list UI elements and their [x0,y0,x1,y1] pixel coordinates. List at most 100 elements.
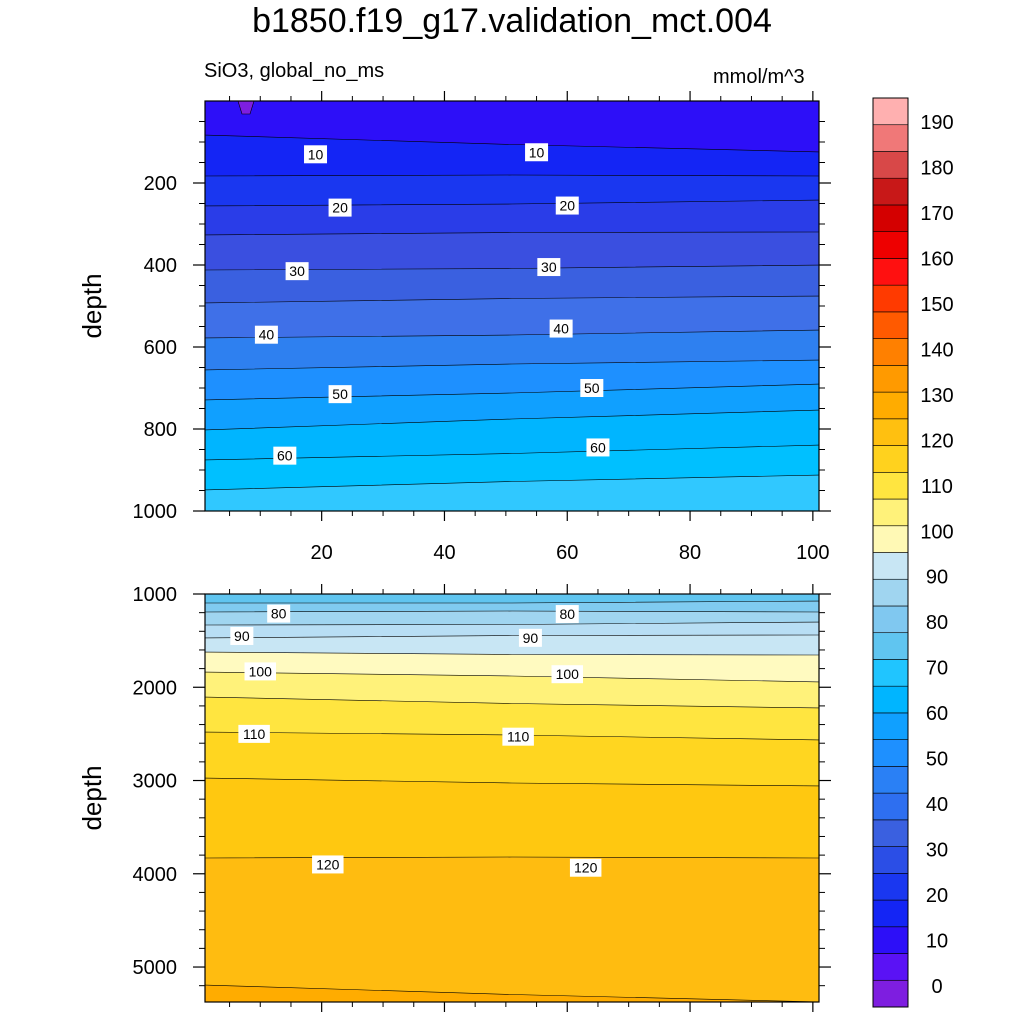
colorbar-swatch [872,365,909,393]
contour-label: 80 [559,606,575,622]
colorbar-label: 50 [926,749,948,771]
y-tick-label: 1000 [133,501,178,523]
axes: 20 40 60 80 100 200 400 600 800 1000 1000 2000 3000 4… [77,91,831,1012]
contour-label-bg [328,385,352,404]
colorbar-swatch [872,819,909,847]
colorbar-label: 10 [926,931,948,953]
contour-label: 120 [316,856,340,872]
contour-label-bg [230,626,254,645]
variable-label: SiO3, global_no_ms [204,60,385,82]
contour-label: 100 [556,666,580,682]
contour-label-bg [537,258,561,277]
colorbar-label: 30 [926,840,948,862]
chart-title: b1850.f19_g17.validation_mct.004 [252,2,772,40]
y-tick-label: 2000 [133,677,178,699]
colorbar-label: 20 [926,885,948,907]
contour-label: 50 [584,380,600,396]
colorbar-swatch [872,97,909,126]
contour-label-bg [586,438,610,457]
colorbar-label: 140 [920,339,953,361]
contour-label-bg [267,604,291,623]
contour-label: 110 [243,726,266,742]
contour-label-bg [285,262,309,281]
y-axis-title: depth [77,273,107,338]
y-tick-label: 800 [144,419,177,441]
contour-label: 110 [507,729,530,745]
contour-band [205,856,819,1002]
colorbar-swatch [872,445,909,473]
colorbar-swatch [872,552,909,580]
contour-label-bg [312,855,344,874]
colorbar-swatch [872,953,909,981]
colorbar-swatch [872,231,909,259]
colorbar-swatch [872,124,909,152]
contour-label-bg [328,198,352,217]
contour-label: 100 [249,663,273,679]
colorbar-swatch [872,979,909,1008]
x-tick-label: 40 [433,542,455,564]
contour-label-bg [244,662,277,681]
colorbar-label: 120 [920,430,953,452]
colorbar-swatch [872,659,909,687]
colorbar-swatch [872,338,909,366]
colorbar-label: 70 [926,658,948,680]
colorbar-swatch [872,498,909,527]
y-tick-label: 400 [144,255,177,277]
colorbar-frame [872,97,909,1008]
contour-label-bg [304,145,328,164]
colorbar-swatch [872,471,909,500]
colorbar-label: 180 [920,157,953,179]
colorbar: 0 10 20 30 40 50 60 70 80 90 100 110 120 130 140 150 160… [872,97,954,1008]
colorbar-label: 130 [920,385,953,407]
colorbar-swatch [872,766,909,794]
contour-label: 40 [553,321,569,337]
contour-label-bg [502,727,534,746]
colorbar-label: 150 [920,294,953,316]
contour-label: 90 [234,628,250,644]
colorbar-swatch [872,311,909,339]
contour-label: 60 [590,439,606,455]
contour-band [205,984,819,1002]
contour-label: 10 [529,144,545,160]
contour-label-bg [238,724,270,743]
colorbar-swatch [872,177,909,206]
contour-label: 50 [332,386,348,402]
colorbar-swatch [872,525,909,553]
y-tick-label: 5000 [133,957,178,979]
y-axis-title: depth [77,765,107,830]
y-tick-label: 3000 [133,771,178,793]
colorbar-swatch [872,792,909,821]
x-tick-label: 20 [311,542,333,564]
contour-label-bg [569,858,602,877]
colorbar-label: 0 [931,976,942,998]
colorbar-swatch [872,391,909,420]
contour-label: 10 [308,146,324,162]
colorbar-label: 80 [926,612,948,634]
contour-labels: 10 10 20 20 30 30 40 40 50 50 60 60 80 80 90 90 100 100 11… [230,143,610,877]
y-tick-label: 200 [144,173,177,195]
contour-label-bg [555,605,579,624]
contour-label-bg [551,665,584,684]
colorbar-swatch [872,873,909,901]
colorbar-swatch [872,632,909,660]
plot-frame [204,593,820,1003]
colorbar-swatch [872,605,909,634]
contour-label-bg [549,319,573,338]
colorbar-swatch [872,685,909,714]
colorbar-swatch [872,712,909,740]
colorbar-swatch [872,739,909,767]
colorbar-swatch [872,578,909,607]
contour-label-bg [254,325,278,344]
colorbar-label: 90 [926,567,948,589]
y-tick-label: 4000 [133,864,178,886]
contour-band [205,474,819,511]
colorbar-label: 160 [920,248,953,270]
units-label: mmol/m^3 [713,66,805,88]
colorbar-swatch [872,284,909,313]
colorbar-swatch [872,204,909,232]
colorbar-label: 110 [921,476,953,498]
colorbar-label: 40 [926,794,948,816]
colorbar-label: 100 [920,521,953,543]
colorbar-swatch [872,926,909,954]
